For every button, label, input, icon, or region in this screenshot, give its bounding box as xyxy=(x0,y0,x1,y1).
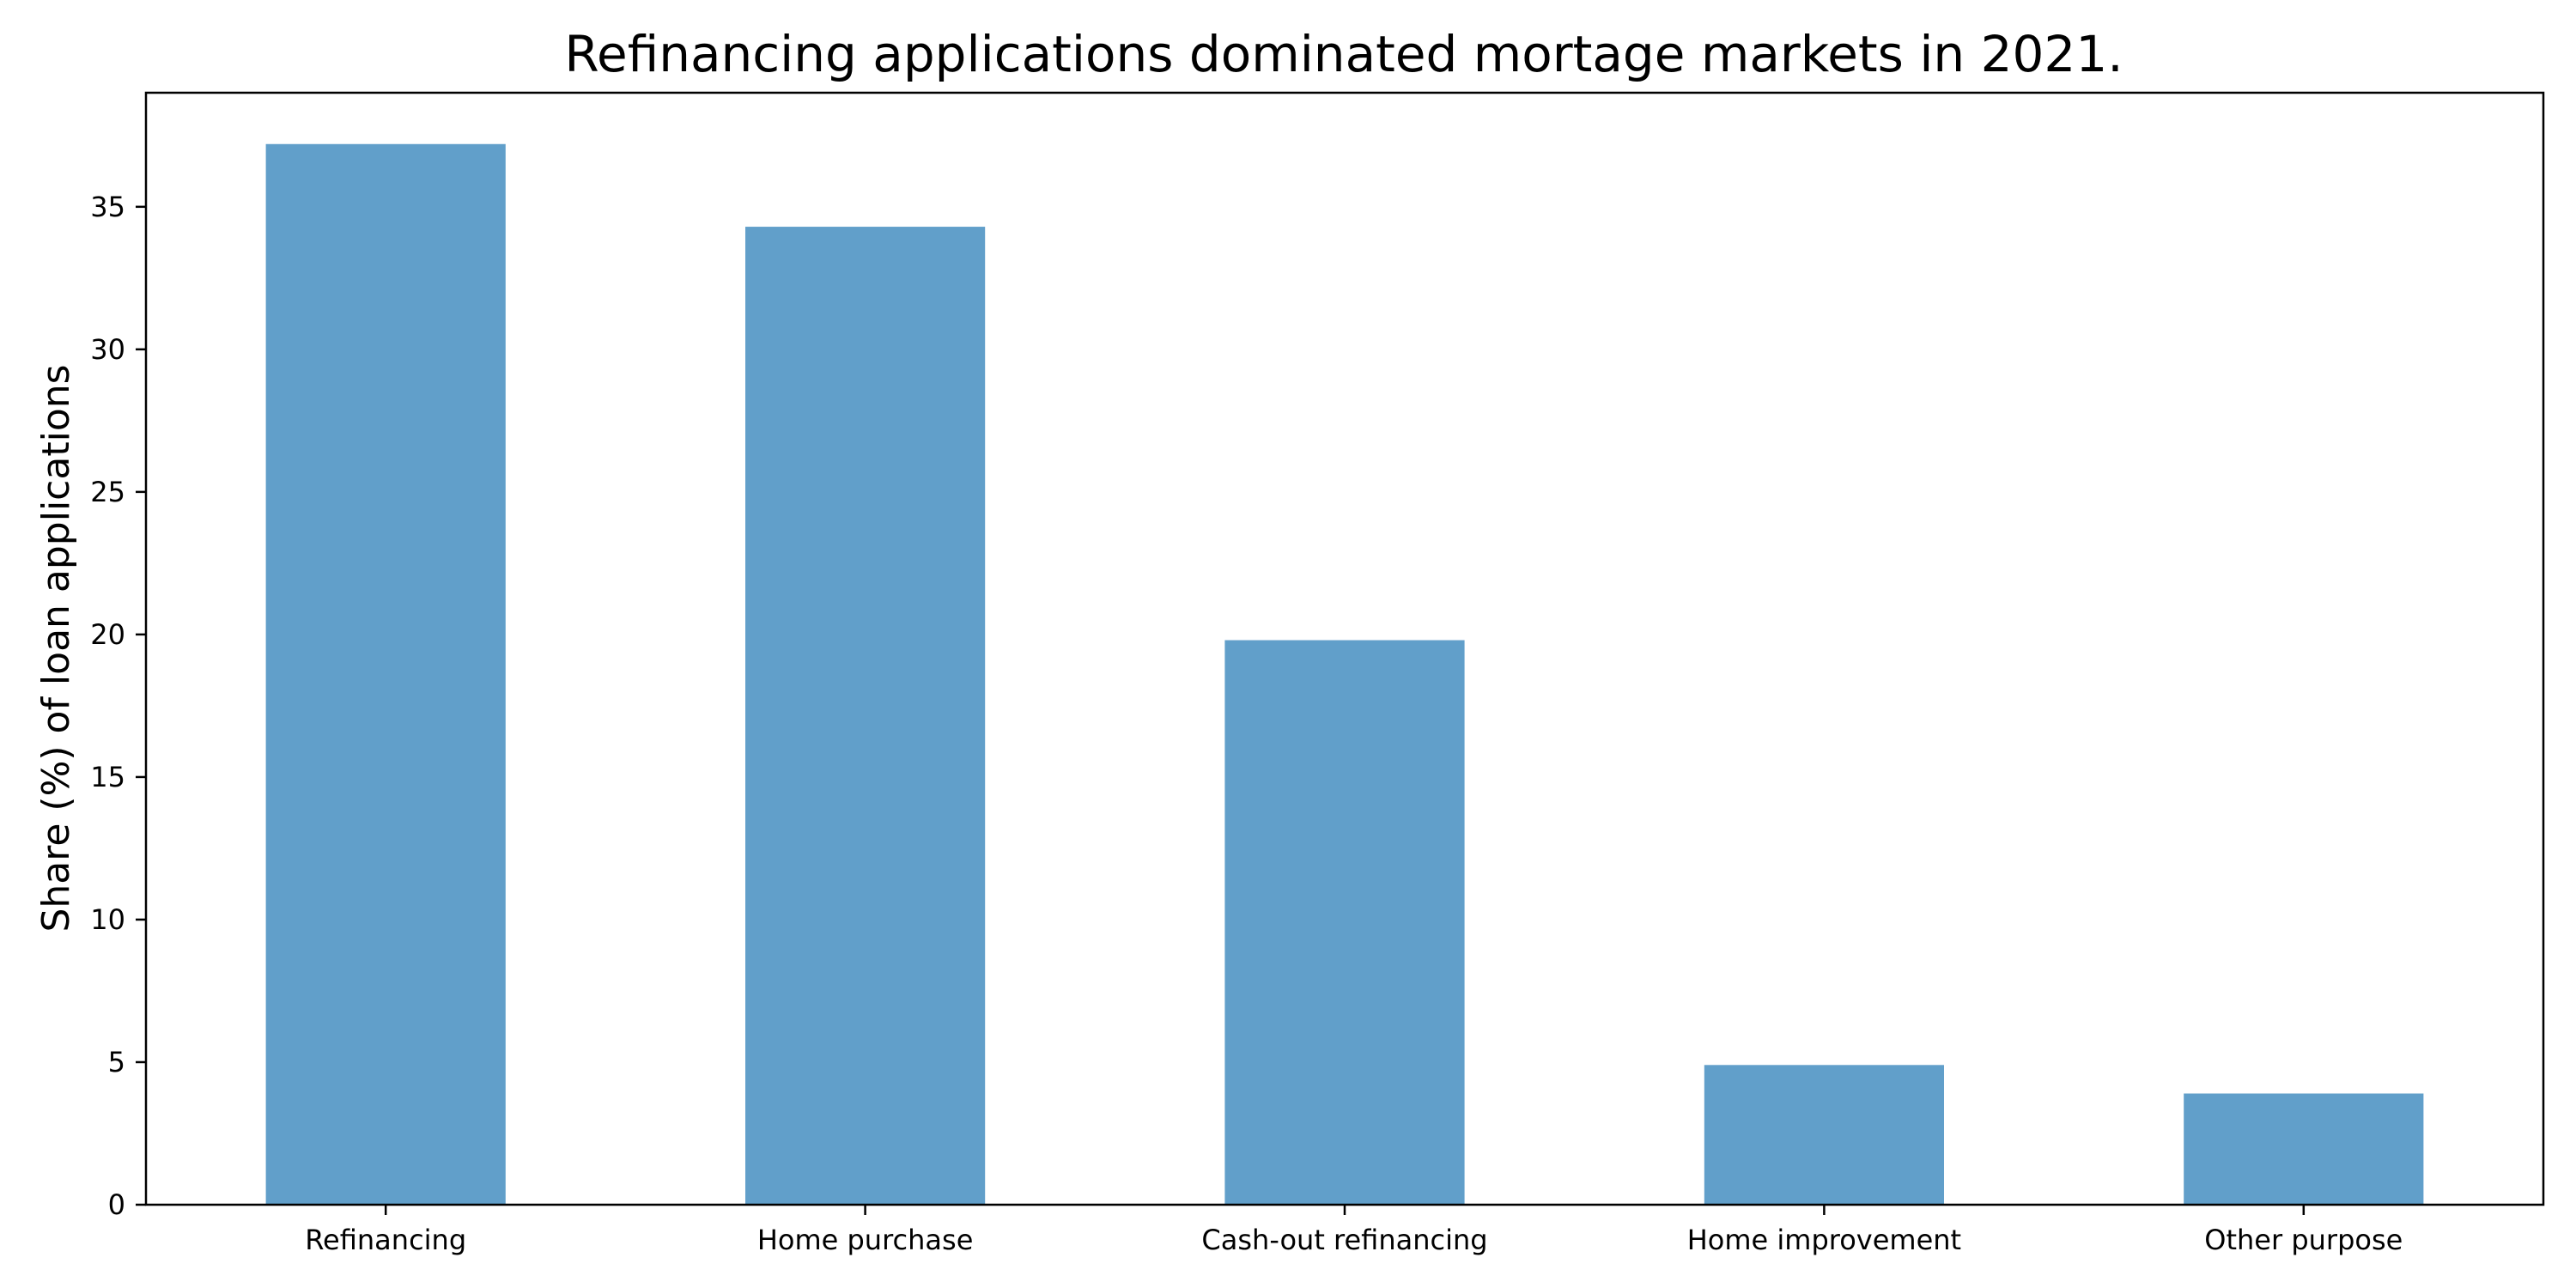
y-axis-label: Share (%) of loan applications xyxy=(34,364,78,932)
y-tick-label: 20 xyxy=(90,618,125,651)
y-ticks-group: 0 5 10 15 20 25 30 35 xyxy=(90,191,146,1221)
bars-group xyxy=(265,143,2424,1206)
y-tick-label: 5 xyxy=(108,1046,125,1078)
x-tick-label: Other purpose xyxy=(2204,1224,2403,1256)
bar-cash-out-refinancing xyxy=(1224,640,1465,1205)
y-tick-label: 30 xyxy=(90,333,125,366)
x-tick-label: Refinancing xyxy=(305,1224,466,1256)
y-tick-label: 25 xyxy=(90,476,125,508)
chart-title: Refinancing applications dominated morta… xyxy=(564,25,2123,83)
y-tick-label: 35 xyxy=(90,191,125,223)
y-tick-label: 0 xyxy=(108,1188,125,1221)
y-tick-label: 10 xyxy=(90,903,125,936)
plot-frame xyxy=(144,91,2545,1206)
x-tick-label: Home improvement xyxy=(1687,1224,1961,1256)
bar-other-purpose xyxy=(2184,1093,2424,1205)
x-tick-label: Home purchase xyxy=(757,1224,974,1256)
bar-refinancing xyxy=(265,143,506,1205)
x-ticks-group: Refinancing Home purchase Cash-out refinan… xyxy=(305,1205,2403,1256)
x-tick-label: Cash-out refinancing xyxy=(1201,1224,1487,1256)
bar-home-purchase xyxy=(745,227,986,1206)
bar-home-improvement xyxy=(1704,1065,1944,1205)
y-tick-label: 15 xyxy=(90,761,125,793)
